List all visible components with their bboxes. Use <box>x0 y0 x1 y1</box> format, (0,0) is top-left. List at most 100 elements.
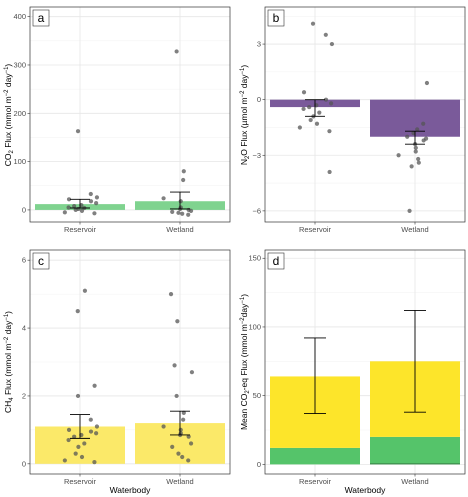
data-point <box>181 177 186 183</box>
data-point <box>181 169 186 174</box>
x-tick-label: Wetland <box>401 225 428 234</box>
data-point <box>317 110 322 115</box>
data-point <box>327 129 332 134</box>
data-point <box>413 145 418 150</box>
y-tick-label: 0 <box>22 205 26 214</box>
stacked-bar-segment <box>270 447 360 465</box>
data-point <box>88 191 93 197</box>
data-point <box>327 169 332 175</box>
x-tick-label: Reservoir <box>299 225 332 234</box>
panel-c-label: c <box>38 254 44 268</box>
data-point <box>409 164 414 169</box>
data-point <box>82 288 88 293</box>
data-point <box>405 134 410 139</box>
y-tick-label: 0 <box>257 460 261 469</box>
data-point <box>170 444 175 449</box>
data-point <box>92 211 97 216</box>
x-tick-label: Reservoir <box>299 477 332 486</box>
panel-d-ylabel: Mean CO2-eq Flux (mmol m−2day−1) <box>239 294 251 430</box>
x-tick-label: Reservoir <box>64 225 97 234</box>
data-point <box>329 101 334 106</box>
panel-b-label: b <box>273 11 280 25</box>
data-point <box>62 210 67 215</box>
data-point <box>415 127 420 132</box>
data-point <box>88 429 94 434</box>
data-point <box>413 149 418 154</box>
panel-a-plot <box>30 7 230 222</box>
y-tick-label: 100 <box>13 157 26 166</box>
panel-b-ylabel: N2O Flux (µmol m−2 day−1) <box>239 65 251 166</box>
x-tick-label: Wetland <box>166 477 193 486</box>
data-point <box>94 424 100 429</box>
data-point <box>297 125 302 130</box>
data-point <box>301 106 306 112</box>
data-point <box>88 199 94 204</box>
x-tick-label: Wetland <box>401 477 428 486</box>
data-point <box>72 434 77 439</box>
panel-c-xlabel: Waterbody <box>110 485 152 495</box>
y-tick-label: 0 <box>257 95 261 104</box>
data-point <box>176 210 181 215</box>
data-point <box>323 32 328 37</box>
panel-a-ylabel: CO2 Flux (mmol m−2 day−1) <box>3 64 15 167</box>
y-tick-label: 50 <box>253 391 261 400</box>
y-tick-label: −3 <box>252 151 261 160</box>
data-point <box>396 153 401 158</box>
y-tick-label: 2 <box>22 391 26 400</box>
data-point <box>178 199 183 204</box>
x-tick-label: Reservoir <box>64 477 97 486</box>
data-point <box>407 208 412 213</box>
data-point <box>88 417 93 422</box>
data-point <box>186 207 191 213</box>
data-point <box>94 195 100 200</box>
data-point <box>94 201 99 206</box>
panel-c-label-box <box>32 252 50 270</box>
panel-b-frame <box>264 6 466 223</box>
data-point <box>175 319 180 324</box>
data-point <box>424 80 430 86</box>
y-tick-label: 0 <box>22 459 26 468</box>
panel-a-frame <box>29 6 231 223</box>
y-tick-label: 100 <box>248 322 261 331</box>
data-point <box>82 441 87 446</box>
data-point <box>94 431 99 436</box>
data-point <box>66 437 71 443</box>
data-point <box>411 130 416 136</box>
data-point <box>181 410 186 416</box>
y-tick-label: 3 <box>257 40 261 49</box>
data-point <box>307 104 312 110</box>
panel-b-plot <box>265 7 465 222</box>
data-point <box>181 417 186 422</box>
data-point <box>72 203 77 209</box>
panel-a-label-box <box>32 9 50 27</box>
data-point <box>186 212 191 217</box>
stacked-bar-segment <box>370 436 460 465</box>
data-point <box>79 454 85 460</box>
data-point <box>310 21 316 26</box>
panel-c-frame <box>29 249 231 475</box>
data-point <box>75 308 80 314</box>
data-point <box>161 196 166 201</box>
data-point <box>168 292 174 297</box>
data-point <box>421 121 426 126</box>
data-point <box>176 451 181 456</box>
data-point <box>301 90 307 95</box>
data-point <box>73 451 78 456</box>
data-point <box>92 383 97 388</box>
data-point <box>421 138 426 143</box>
y-tick-label: 400 <box>13 12 26 21</box>
panel-d: d Mean CO2-eq Flux (mmol m−2day−1) Water… <box>239 249 466 495</box>
y-tick-label: −6 <box>252 206 261 215</box>
data-point <box>76 444 81 449</box>
data-point <box>178 427 183 432</box>
panel-d-frame <box>264 249 466 475</box>
panel-d-plot <box>265 250 465 474</box>
data-point <box>180 454 185 460</box>
panel-c: c CH4 Flux (mmol m−2 day−1) Waterbody <box>3 249 231 495</box>
data-point <box>66 197 72 202</box>
panel-d-label: d <box>273 254 280 268</box>
data-point <box>75 129 81 134</box>
x-tick-label: Wetland <box>166 225 193 234</box>
data-point <box>62 458 67 463</box>
y-tick-label: 6 <box>22 256 26 265</box>
